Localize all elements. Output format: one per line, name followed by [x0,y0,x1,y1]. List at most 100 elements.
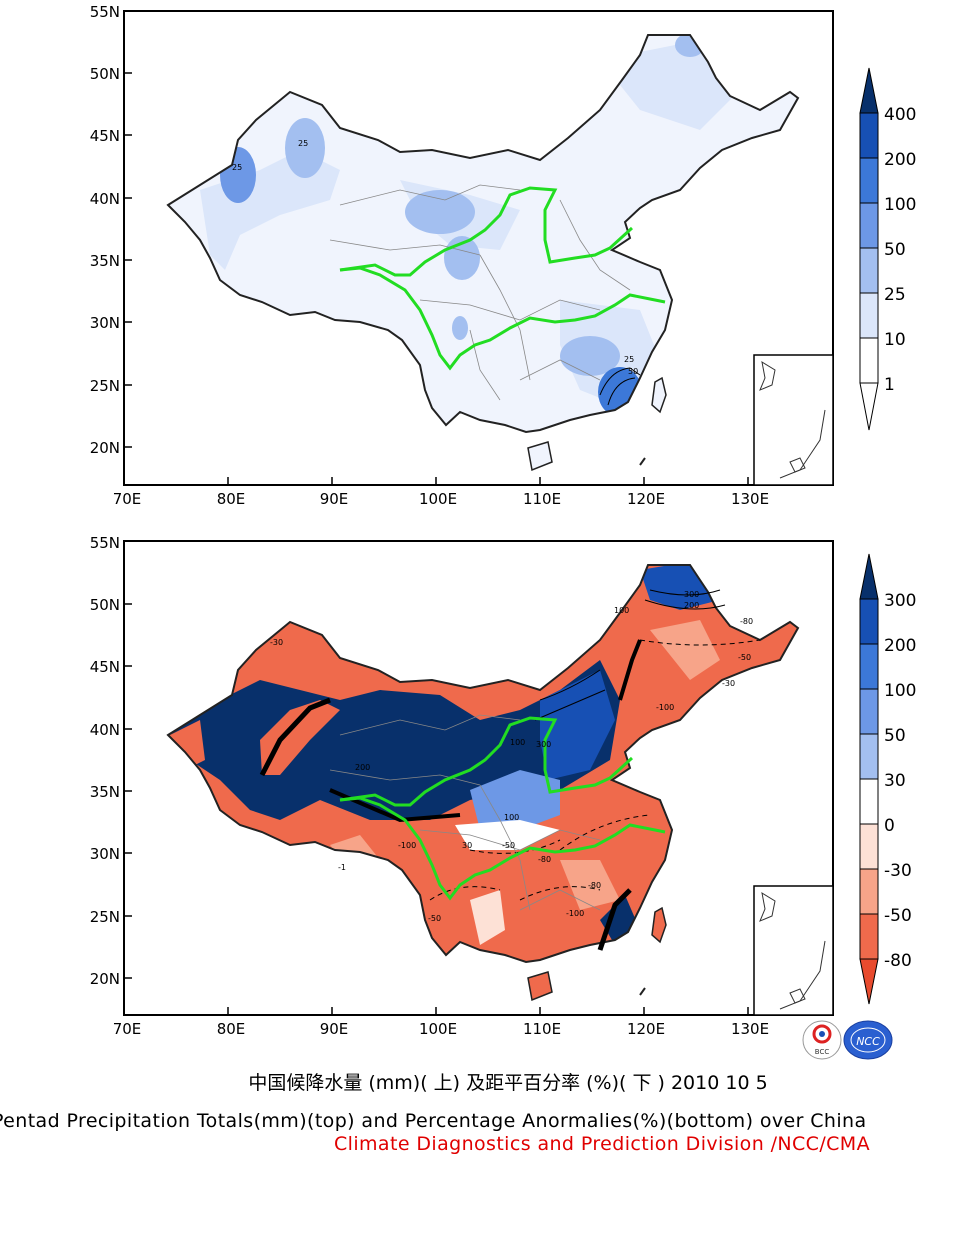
bottom-lon-tick: 70E [113,1020,142,1038]
bottom-contour-label: 100 [614,606,629,615]
bottom-taiwan [527,906,667,1002]
bottom-colorbar-label: -30 [884,861,912,881]
bottom-lat-tick: 25N [90,908,120,926]
bottom-map: 300 200 100 -100 -50 -80 -30 100 200 300… [90,534,917,1038]
bottom-colorbar-swatch [859,823,879,870]
bottom-contour-label: 200 [684,601,699,610]
bottom-lat-tick: 30N [90,845,120,863]
top-colorbar-label: 100 [884,195,916,215]
bottom-contour-label: 100 [510,738,525,747]
bottom-contour-label: 300 [536,740,551,749]
bottom-lon-tick: 120E [627,1020,665,1038]
top-map: 25 25 25 50 55N 50N 45N 40N 35N 30N 25N … [90,3,917,508]
bottom-contour-label: 300 [684,590,699,599]
bottom-lon-tick: 100E [419,1020,457,1038]
bottom-colorbar-labels: 300 200 100 50 30 0 -30 -50 -80 [884,591,916,971]
ncc-logo: NCC [843,1020,893,1060]
bottom-lon-tick: 110E [523,1020,561,1038]
top-lat-tick: 40N [90,190,120,208]
top-colorbar [859,67,879,431]
top-colorbar-bottom-arrow [859,382,879,431]
bottom-colorbar-label: 200 [884,636,916,656]
bcc-logo: BCC [802,1020,842,1060]
bottom-colorbar-top-arrow [859,553,879,600]
top-contour-label: 25 [232,163,242,172]
top-lon-tick: 130E [731,490,769,508]
top-lat-tick: 20N [90,439,120,457]
top-colorbar-label: 200 [884,150,916,170]
bottom-lat-tick: 45N [90,658,120,676]
bottom-lat-tick: 55N [90,534,120,552]
bottom-contour-label: 200 [355,763,370,772]
bottom-contour-label: -50 [502,841,515,850]
bottom-lon-tick: 130E [731,1020,769,1038]
bottom-colorbar-swatch [859,688,879,735]
top-lon-tick: 80E [217,490,246,508]
top-lon-tick: 90E [320,490,349,508]
top-colorbar-label: 10 [884,330,906,350]
ncc-logo-text: NCC [856,1035,880,1048]
top-lon-ticks: 70E 80E 90E 100E 110E 120E 130E [113,477,769,508]
top-colorbar-swatch [859,247,879,294]
top-lon-tick: 100E [419,490,457,508]
top-colorbar-swatch [859,157,879,204]
bottom-colorbar-label: 0 [884,816,895,836]
top-contour-label-group: 25 25 25 50 [232,139,638,376]
top-colorbar-label: 1 [884,375,895,395]
top-contour-label: 25 [624,355,634,364]
caption-chinese: 中国候降水量 (mm)( 上) 及距平百分率 (%)( 下 ) 2010 10 … [248,1072,768,1094]
bottom-colorbar-label: 50 [884,726,906,746]
bottom-contour-label: -100 [398,841,416,850]
bottom-contour-label: 30 [462,841,472,850]
bottom-contour-label: -50 [428,914,441,923]
top-taiwan [527,376,667,472]
top-lat-tick: 30N [90,314,120,332]
top-colorbar-label: 400 [884,105,916,125]
top-lat-tick: 55N [90,3,120,21]
top-colorbar-top-arrow [859,67,879,114]
bottom-lat-tick: 40N [90,721,120,739]
top-colorbar-swatch [859,112,879,159]
bottom-contour-lines [259,589,761,951]
bottom-colorbar-label: 300 [884,591,916,611]
top-colorbar-labels: 400 200 100 50 25 10 1 [884,105,916,395]
top-lon-tick: 120E [627,490,665,508]
bottom-contour-label: -80 [588,881,601,890]
bottom-lat-tick: 20N [90,970,120,988]
bottom-contour-label-group: 300 200 100 -100 -50 -80 -30 100 200 300… [270,590,753,923]
yangtze-river [339,266,666,371]
top-lat-tick: 25N [90,377,120,395]
top-contour-label: 50 [628,367,638,376]
top-lat-tick: 35N [90,252,120,270]
top-colorbar-label: 25 [884,285,906,305]
top-colorbar-label: 50 [884,240,906,260]
bottom-contour-label: 100 [504,813,519,822]
bottom-contour-label: -1 [338,863,346,872]
bottom-contour-label: -100 [566,909,584,918]
top-lon-tick: 70E [113,490,142,508]
top-contour-lines [599,367,641,406]
bottom-contour-label: -30 [270,638,283,647]
bottom-province-lines [329,714,601,911]
top-rivers [339,186,666,371]
bottom-colorbar-label: 100 [884,681,916,701]
bottom-colorbar-swatch [859,598,879,645]
bottom-colorbar-swatch [859,778,879,825]
bottom-lat-ticks: 55N 50N 45N 40N 35N 30N 25N 20N [90,534,132,988]
bottom-lat-tick: 50N [90,596,120,614]
caption-english: Pentad Precipitation Totals(mm)(top) and… [0,1110,867,1132]
bottom-colorbar [859,553,879,1005]
bottom-colorbar-swatch [859,913,879,960]
top-colorbar-swatch [859,202,879,249]
bottom-colorbar-label: -50 [884,906,912,926]
top-inset-scs [753,354,834,486]
bottom-inset-scs [753,885,834,1016]
bottom-contour-label: -100 [656,703,674,712]
bottom-colorbar-swatch [859,643,879,690]
bottom-contour-label: -80 [538,855,551,864]
top-lat-tick: 50N [90,65,120,83]
bottom-lon-tick: 90E [320,1020,349,1038]
top-contour-label: 25 [298,139,308,148]
bottom-lat-tick: 35N [90,783,120,801]
